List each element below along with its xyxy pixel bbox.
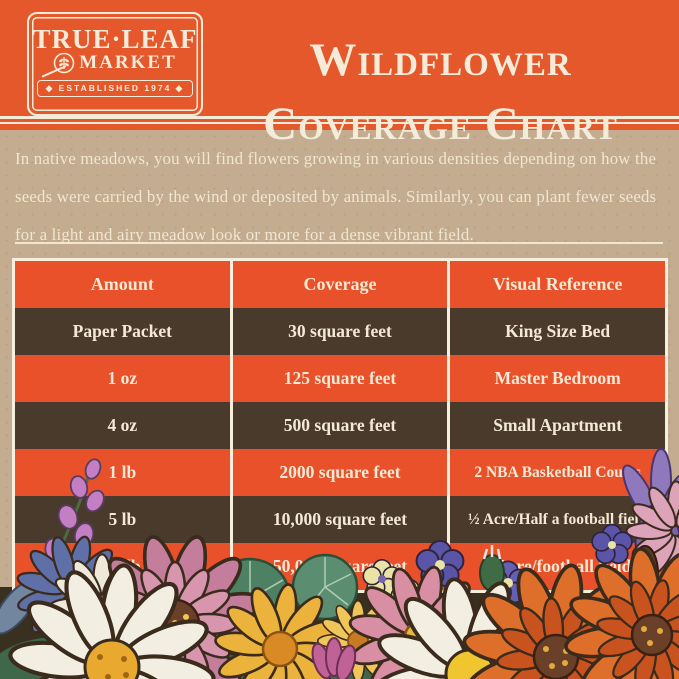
table-cell: 30 square feet [232,308,448,355]
brand-name-bottom: MARKET [79,52,177,73]
wheat-emblem-icon [53,52,75,74]
table-cell: 2000 square feet [232,449,448,496]
table-cell: 4 oz [15,402,230,449]
banner-rule-thick [0,116,679,119]
coverage-table: Amount Coverage Visual Reference Paper P… [12,258,668,593]
table-cell: 1 oz [15,355,230,402]
page-title: Wildflower Coverage Chart [263,34,618,150]
table-cell: Small Apartment [450,402,665,449]
brand-name-bottom-row: MARKET [29,52,201,74]
table-cell: Paper Packet [15,308,230,355]
table-cell: Master Bedroom [450,355,665,402]
table-cell: 500 square feet [232,402,448,449]
column-header-coverage: Coverage [232,261,448,308]
table-cell: 125 square feet [232,355,448,402]
column-header-amount: Amount [15,261,230,308]
table-cell: 2 NBA Basketball Courts [450,449,665,496]
header-banner: TRUE·LEAF MARKET ◆ ESTABLISHED 1974 ◆ Wi… [0,0,679,150]
column-header-visual-reference: Visual Reference [450,261,665,308]
cyclamen-flower-icon [311,637,357,679]
table-cell: King Size Bed [450,308,665,355]
banner-rule-thin [0,122,679,124]
gaillardia-flower-icon [446,535,679,679]
wildflower-illustration [0,448,679,679]
table-cell: 5 lb [15,496,230,543]
intro-paragraph: In native meadows, you will find flowers… [15,149,657,244]
divider-line [15,242,663,244]
table-cell: 1 lb [15,449,230,496]
brand-logo: TRUE·LEAF MARKET ◆ ESTABLISHED 1974 ◆ [27,12,203,116]
table-cell: 10,000 square feet [232,496,448,543]
brand-established: ◆ ESTABLISHED 1974 ◆ [36,80,194,97]
brand-name-top: TRUE·LEAF [32,24,198,54]
